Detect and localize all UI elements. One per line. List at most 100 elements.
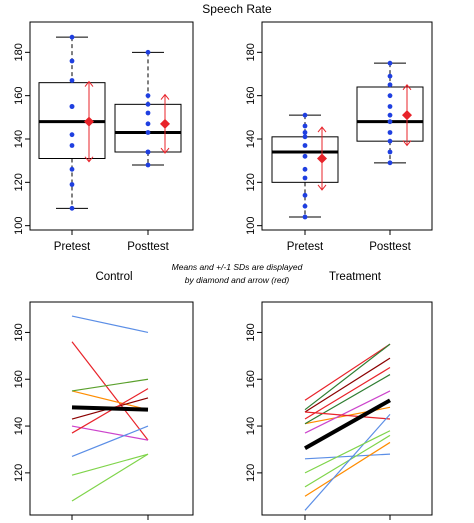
subject-line	[304, 343, 391, 411]
y-tick-label: 120	[245, 173, 257, 191]
y-tick-label: 120	[13, 464, 25, 482]
data-point	[302, 143, 308, 148]
sd-arrow-head-down	[402, 140, 412, 147]
y-tick-label: 140	[245, 417, 257, 435]
plot-frame	[261, 301, 433, 516]
data-point	[145, 49, 151, 55]
data-point	[69, 182, 75, 187]
data-point	[145, 101, 151, 107]
data-point	[69, 166, 75, 172]
y-tick-label: 160	[13, 86, 25, 104]
subject-line	[304, 411, 391, 420]
panel-bottom-left: 120 140 160 180	[13, 301, 194, 520]
mean-diamond	[160, 118, 170, 129]
data-point	[302, 153, 308, 159]
subject-line	[304, 453, 391, 460]
plot-frame	[29, 301, 194, 516]
x-category-label: Pretest	[54, 241, 91, 253]
data-point	[387, 93, 393, 99]
data-point	[302, 166, 308, 172]
data-point	[302, 192, 308, 198]
y-tick-label: 180	[245, 43, 257, 61]
figure-title: Speech Rate	[202, 2, 272, 16]
treatment-panel-title: Treatment	[329, 271, 382, 283]
data-point	[387, 73, 393, 79]
plot-frame	[29, 21, 194, 231]
data-point	[387, 138, 393, 144]
data-point	[302, 123, 308, 129]
data-point	[69, 34, 75, 40]
sd-arrow-head-up	[317, 126, 327, 133]
x-category-label: Pretest	[287, 241, 324, 253]
data-point	[387, 60, 393, 66]
y-tick-label: 180	[13, 323, 25, 341]
data-point	[145, 121, 151, 127]
subject-line	[304, 357, 391, 413]
subject-line	[71, 341, 149, 441]
data-point	[69, 205, 75, 211]
sd-arrow-head-up	[402, 84, 412, 91]
y-tick-label: 160	[13, 370, 25, 388]
subject-line	[71, 453, 149, 502]
note-line-1: Means and +/-1 SDs are displayed	[172, 262, 303, 272]
data-point	[387, 130, 393, 135]
data-point	[302, 175, 308, 181]
subject-line	[304, 367, 391, 420]
subject-line	[304, 390, 391, 434]
y-tick-label: 100	[245, 216, 257, 234]
sd-arrow-head-down	[317, 184, 327, 191]
subject-line	[304, 343, 391, 401]
data-point	[387, 112, 393, 118]
note-line-2: by diamond and arrow (red)	[185, 275, 290, 285]
data-point	[302, 112, 308, 118]
data-point	[69, 78, 75, 83]
data-point	[387, 149, 393, 155]
data-point	[145, 162, 151, 168]
subject-line	[71, 378, 149, 392]
y-tick-label: 120	[13, 173, 25, 191]
data-point	[302, 130, 308, 135]
y-tick-label: 160	[245, 370, 257, 388]
sd-arrow-head-up	[160, 93, 170, 100]
data-point	[69, 132, 75, 138]
subject-line	[304, 413, 391, 511]
data-point	[145, 93, 151, 99]
x-category-label: Posttest	[127, 241, 169, 253]
data-point	[145, 149, 151, 155]
data-point	[145, 110, 151, 116]
x-category-label: Posttest	[369, 241, 411, 253]
y-tick-label: 120	[245, 464, 257, 482]
data-point	[69, 58, 75, 64]
sd-arrow-head-up	[84, 80, 94, 87]
mean-diamond	[84, 116, 94, 127]
group-mean-line	[304, 398, 391, 451]
subject-line	[71, 315, 149, 334]
data-point	[387, 119, 393, 125]
y-tick-label: 180	[13, 43, 25, 61]
data-point	[69, 104, 75, 109]
y-tick-label: 140	[245, 130, 257, 148]
sd-arrow-head-down	[160, 147, 170, 154]
subject-line	[304, 430, 391, 474]
data-point	[69, 143, 75, 148]
sd-arrow-head-down	[84, 156, 94, 163]
control-panel-title: Control	[95, 271, 132, 283]
data-point	[387, 82, 393, 88]
subject-line	[71, 388, 149, 434]
y-tick-label: 100	[13, 216, 25, 234]
y-tick-label: 160	[245, 86, 257, 104]
subject-line	[71, 390, 149, 411]
subject-line	[304, 434, 391, 488]
subject-line	[71, 453, 149, 476]
data-point	[387, 104, 393, 109]
subject-line	[71, 425, 149, 458]
data-point	[387, 160, 393, 166]
group-mean-line	[71, 405, 149, 412]
panel-top-right: 100 120 140 160 180 Pretest Posttest	[245, 21, 433, 253]
data-point	[302, 203, 308, 209]
data-point	[302, 134, 308, 140]
subject-line	[304, 441, 391, 497]
y-tick-label: 180	[245, 323, 257, 341]
